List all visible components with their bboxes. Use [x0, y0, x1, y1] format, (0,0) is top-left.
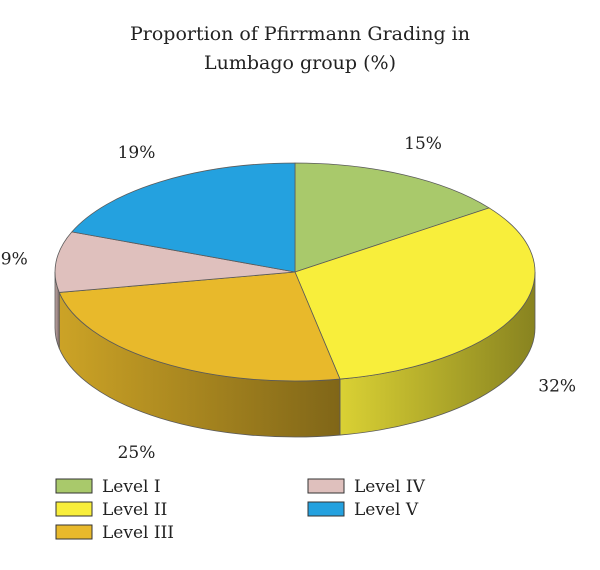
- pie-slice-2: [58, 271, 341, 382]
- legend-item-3: Level IV: [307, 477, 426, 497]
- legend-label-4: Level V: [354, 500, 419, 520]
- legend-label-1: Level II: [102, 500, 167, 520]
- legend-swatch-2: [55, 524, 93, 540]
- pie-tops: [54, 162, 536, 382]
- value-label-3: 9%: [1, 249, 28, 269]
- value-label-0: 15%: [404, 134, 442, 154]
- legend-item-4: Level V: [307, 500, 419, 520]
- legend-label-2: Level III: [102, 523, 174, 543]
- pie-slice-1: [294, 207, 536, 380]
- value-label-2: 25%: [118, 443, 156, 463]
- legend-swatch-1: [55, 501, 93, 517]
- legend: Level I Level II Level III Level IV Level V: [55, 477, 426, 543]
- legend-item-2: Level III: [55, 523, 174, 543]
- pie-slice-4: [71, 162, 296, 273]
- legend-item-1: Level II: [55, 500, 167, 520]
- chart-title-line-1: Proportion of Pfirrmann Grading in: [130, 23, 470, 45]
- legend-swatch-0: [55, 478, 93, 494]
- pie-slice-0: [294, 162, 490, 273]
- pie-labels: 15% 32% 25% 9% 19%: [1, 134, 576, 463]
- value-label-4: 19%: [118, 143, 156, 163]
- legend-label-0: Level I: [102, 477, 161, 497]
- legend-swatch-3: [307, 478, 345, 494]
- legend-swatch-4: [307, 501, 345, 517]
- value-label-1: 32%: [538, 376, 576, 396]
- chart-title-line-2: Lumbago group (%): [204, 52, 396, 74]
- chart-title: Proportion of Pfirrmann Grading in Lumba…: [130, 23, 470, 74]
- legend-item-0: Level I: [55, 477, 161, 497]
- legend-label-3: Level IV: [354, 477, 426, 497]
- pie-slice-3: [54, 231, 296, 293]
